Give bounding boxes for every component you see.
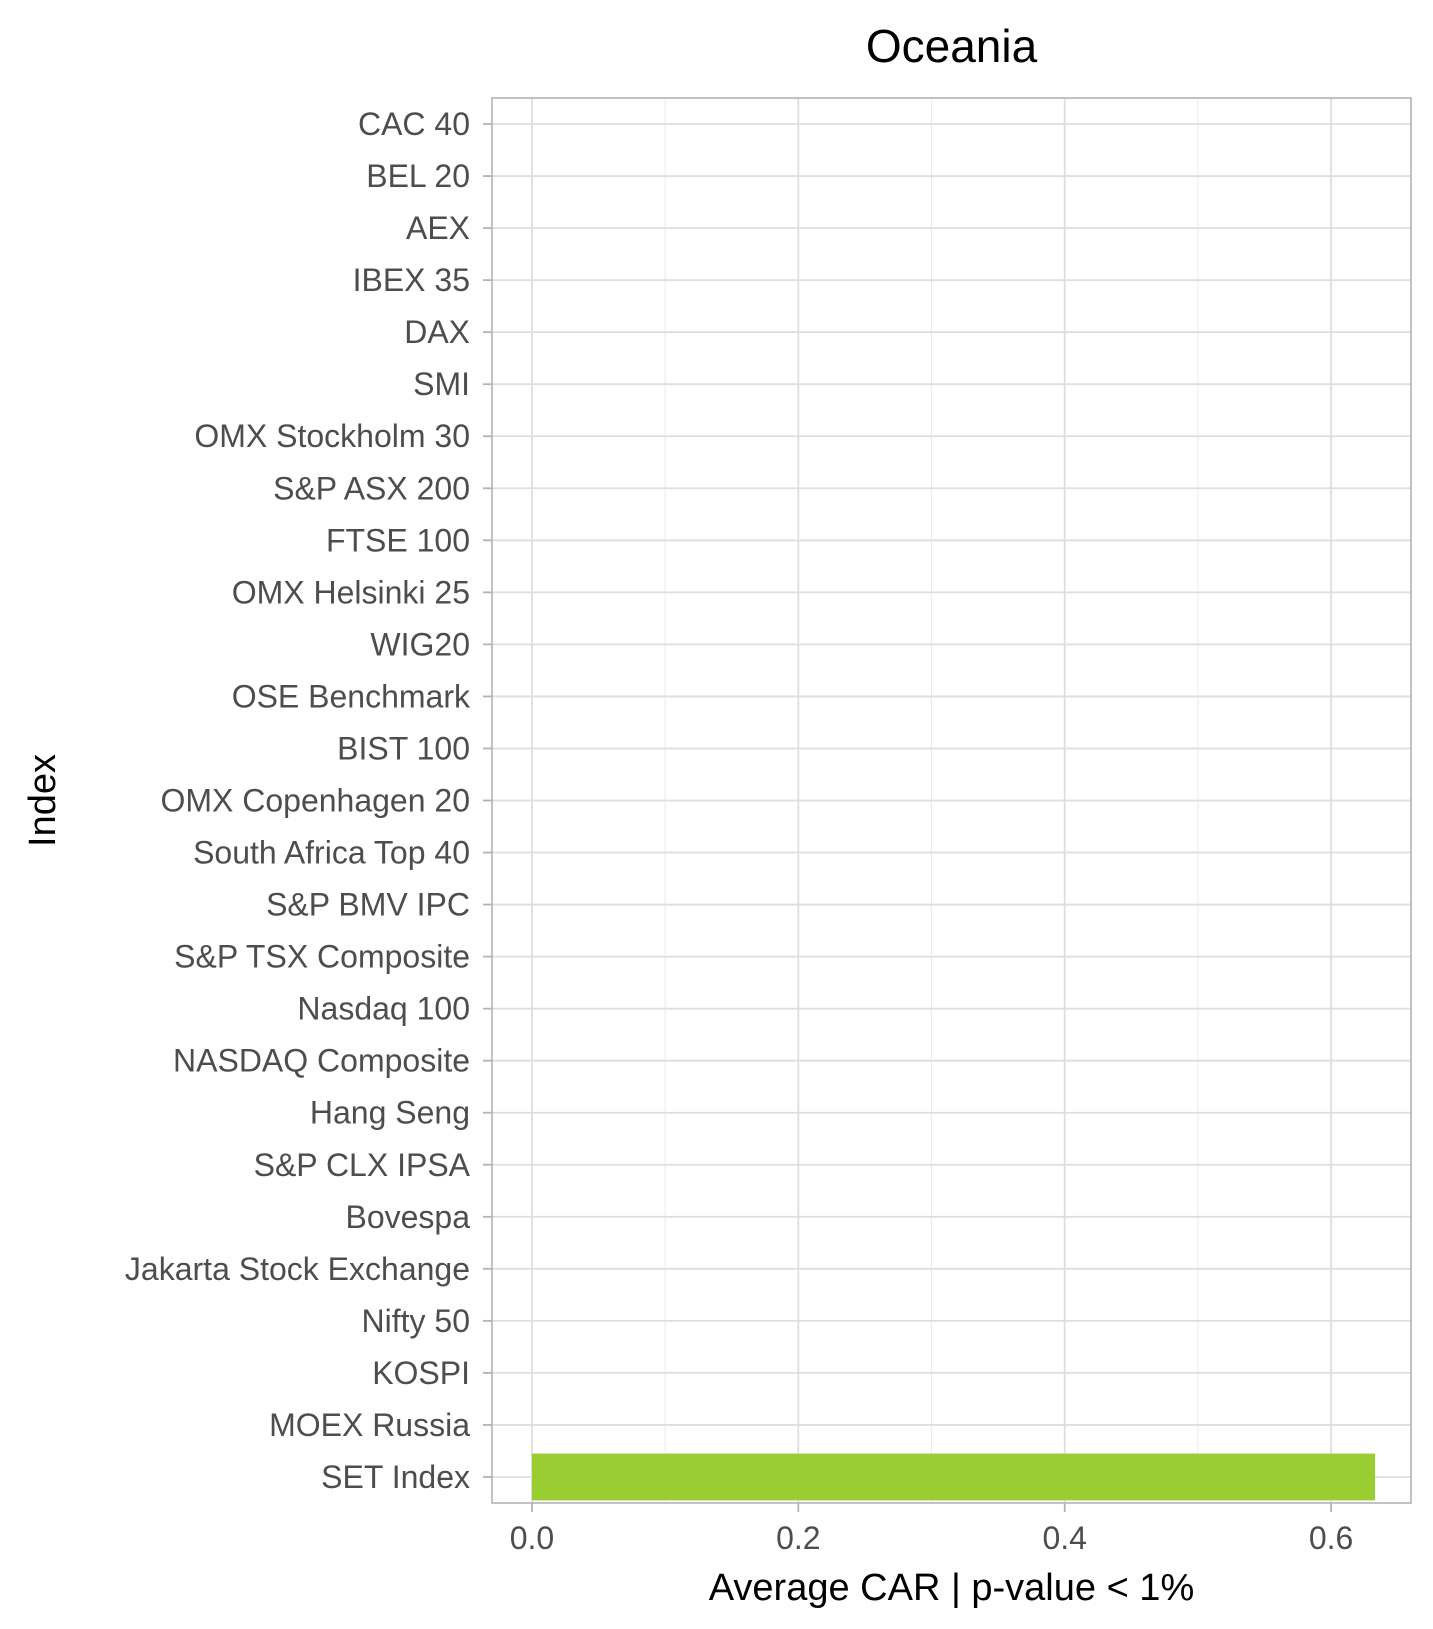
chart-title: Oceania <box>866 20 1038 72</box>
y-tick-label: S&P ASX 200 <box>273 470 470 506</box>
y-tick-label: SET Index <box>321 1459 470 1495</box>
x-tick-label: 0.6 <box>1309 1520 1353 1556</box>
y-tick-label: OMX Copenhagen 20 <box>160 783 470 819</box>
y-tick-label: KOSPI <box>372 1355 470 1391</box>
x-tick-label: 0.4 <box>1042 1520 1086 1556</box>
y-tick-label: FTSE 100 <box>326 522 470 558</box>
y-tick-label: S&P CLX IPSA <box>254 1147 471 1183</box>
x-tick-label: 0.0 <box>510 1520 554 1556</box>
y-tick-label: MOEX Russia <box>269 1407 470 1443</box>
x-axis-ticks: 0.0 0.2 0.4 0.6 <box>510 1503 1353 1556</box>
y-tick-label: SMI <box>413 366 470 402</box>
y-tick-label: WIG20 <box>370 626 470 662</box>
y-axis-title: Index <box>22 754 64 847</box>
y-tick-label: S&P TSX Composite <box>174 939 470 975</box>
y-tick-label: Jakarta Stock Exchange <box>125 1251 470 1287</box>
x-tick-label: 0.2 <box>776 1520 820 1556</box>
y-tick-label: S&P BMV IPC <box>266 887 470 923</box>
y-tick-label: Nifty 50 <box>362 1303 470 1339</box>
y-tick-label: BIST 100 <box>337 730 470 766</box>
y-tick-label: CAC 40 <box>358 106 470 142</box>
y-tick-label: DAX <box>404 314 470 350</box>
y-tick-label: South Africa Top 40 <box>193 835 470 871</box>
grid-lines <box>492 98 1411 1503</box>
y-tick-label: OSE Benchmark <box>232 678 471 714</box>
y-tick-label: Nasdaq 100 <box>297 991 470 1027</box>
bars <box>531 1453 1376 1501</box>
y-tick-label: IBEX 35 <box>353 262 470 298</box>
y-tick-label: OMX Helsinki 25 <box>232 574 470 610</box>
y-tick-label: NASDAQ Composite <box>173 1043 470 1079</box>
y-tick-label: OMX Stockholm 30 <box>194 418 470 454</box>
x-axis-title: Average CAR | p-value < 1% <box>709 1567 1194 1609</box>
y-tick-label: Bovespa <box>345 1199 470 1235</box>
y-tick-label: Hang Seng <box>310 1095 470 1131</box>
y-axis-ticks: CAC 40 BEL 20 AEX IBEX 35 DAX SMI OMX Stockhol… <box>125 106 492 1495</box>
bar <box>531 1453 1376 1501</box>
y-tick-label: BEL 20 <box>366 158 470 194</box>
y-tick-label: AEX <box>406 210 470 246</box>
